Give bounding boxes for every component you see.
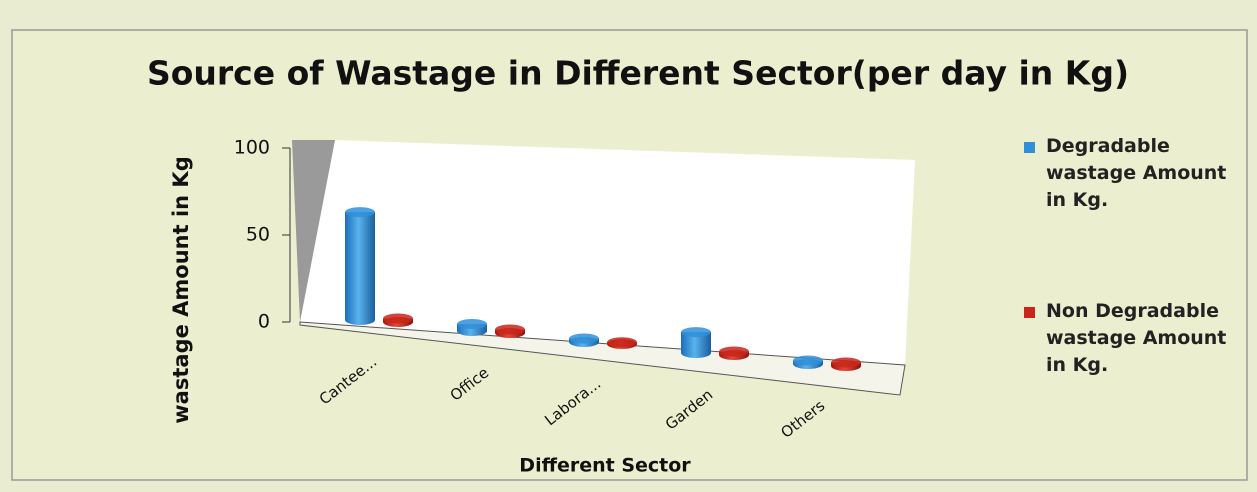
bar-cap	[607, 337, 637, 348]
y-axis-title: wastage Amount in Kg	[169, 156, 193, 423]
chart-title: Source of Wastage in Different Sector(pe…	[147, 54, 1129, 93]
side-wall	[292, 140, 335, 322]
bar	[345, 212, 375, 320]
bar-base	[681, 348, 711, 358]
plot-area	[300, 140, 915, 365]
bar-cap	[831, 357, 861, 368]
bar-cap	[457, 319, 487, 330]
bar-base	[457, 326, 487, 336]
legend-label: Non Degradable wastage Amount in Kg.	[1046, 300, 1227, 376]
bar-cap	[383, 313, 413, 324]
y-tick-label: 50	[246, 224, 270, 246]
y-tick-label: 0	[258, 311, 270, 333]
bar	[681, 332, 711, 353]
legend-entry: Non Degradable wastage Amount in Kg.	[1024, 298, 1251, 379]
bar-cap	[681, 327, 711, 338]
y-tick-label: 100	[234, 137, 270, 159]
bar-cap	[569, 333, 599, 344]
bar-cap	[345, 207, 375, 218]
x-axis-title: Different Sector	[519, 455, 691, 477]
legend-label: Degradable wastage Amount in Kg.	[1046, 135, 1227, 211]
legend-entry: Degradable wastage Amount in Kg.	[1024, 133, 1251, 214]
bar-base	[345, 315, 375, 325]
bar-cap	[495, 324, 525, 335]
legend-swatch	[1024, 142, 1035, 153]
bar-cap	[793, 355, 823, 366]
bar-cap	[719, 346, 749, 357]
legend-swatch	[1024, 307, 1035, 318]
